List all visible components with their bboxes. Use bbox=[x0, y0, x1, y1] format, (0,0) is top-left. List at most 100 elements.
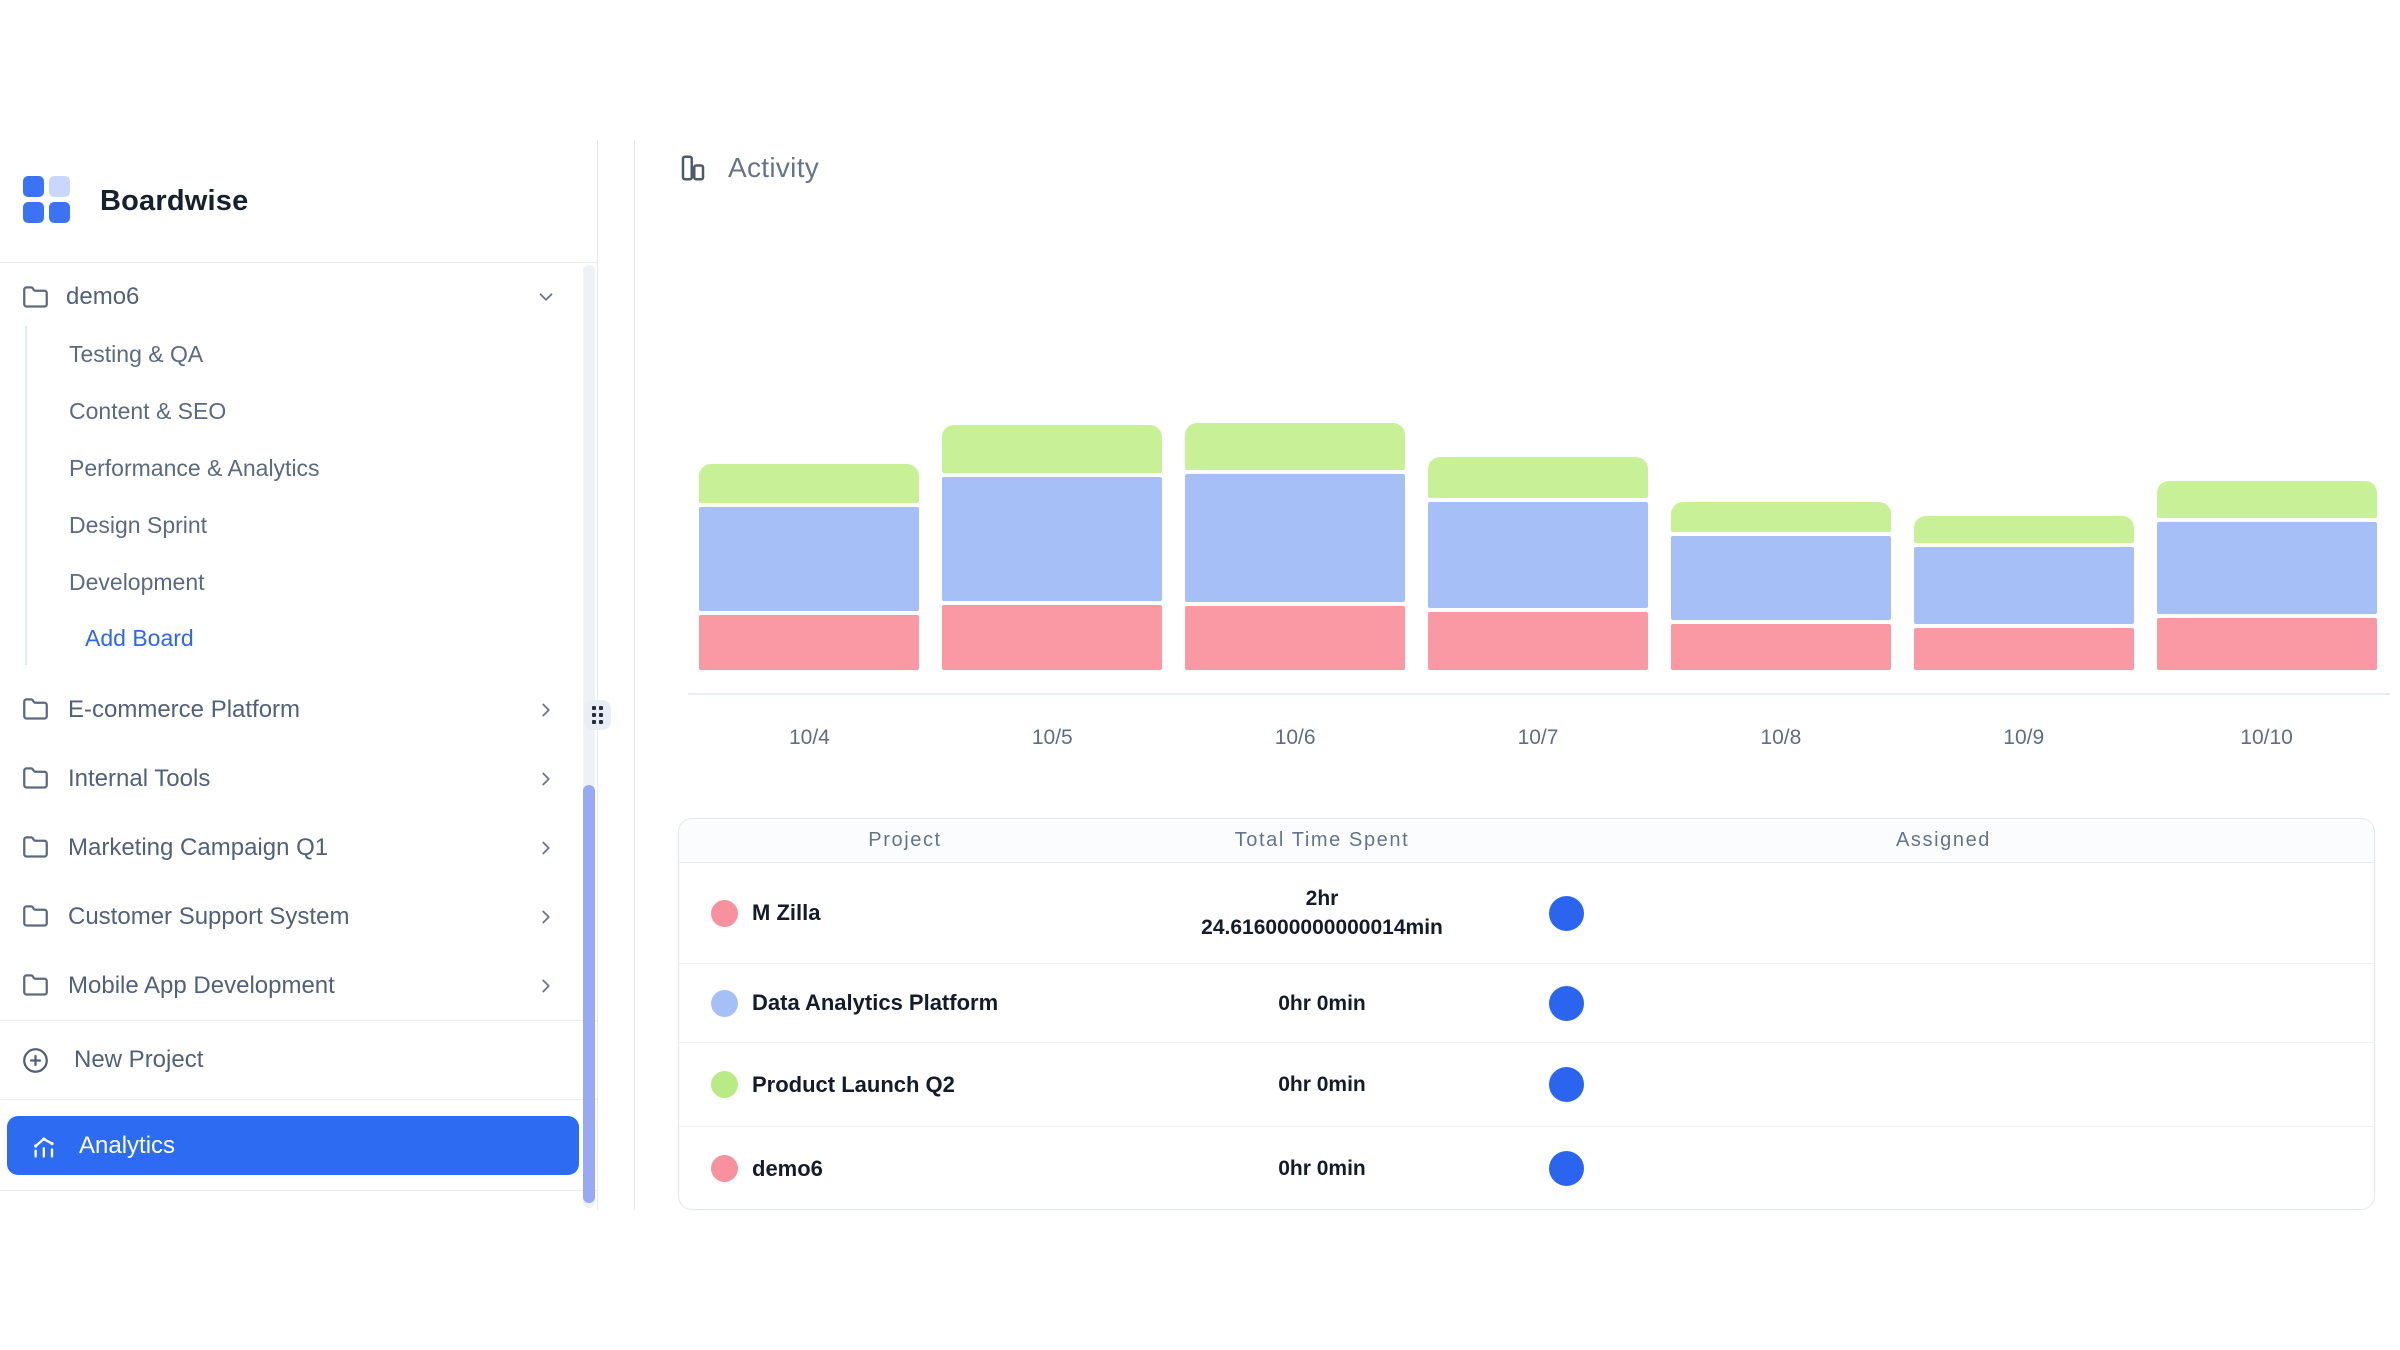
bar-segment bbox=[1428, 612, 1648, 670]
sidebar-board-item[interactable]: Development bbox=[27, 554, 597, 611]
project-label: Marketing Campaign Q1 bbox=[68, 833, 329, 861]
stacked-bar[interactable] bbox=[1670, 502, 1891, 670]
sidebar-project-item[interactable]: Mobile App Development bbox=[0, 951, 597, 1020]
x-axis-tick-label: 10/10 bbox=[2240, 726, 2293, 749]
sidebar-scrollbar-track[interactable] bbox=[583, 265, 595, 1208]
project-label: Mobile App Development bbox=[68, 971, 335, 999]
bar-segment bbox=[1185, 474, 1406, 602]
table-row[interactable]: Product Launch Q2 0hr 0min bbox=[679, 1042, 2374, 1126]
sidebar-project-item[interactable]: E-commerce Platform bbox=[0, 675, 597, 744]
x-axis-tick-label: 10/7 bbox=[1517, 726, 1559, 749]
stacked-bar[interactable] bbox=[2156, 481, 2377, 670]
project-name: M Zilla bbox=[752, 900, 821, 925]
new-project-button[interactable]: New Project bbox=[0, 1021, 597, 1099]
project-label: Customer Support System bbox=[68, 902, 350, 930]
project-cell: demo6 bbox=[679, 1155, 1131, 1182]
bar-segment bbox=[1913, 547, 2134, 624]
column-header-project: Project bbox=[868, 829, 942, 851]
table-row[interactable]: demo6 0hr 0min bbox=[679, 1126, 2374, 1209]
active-project-label: demo6 bbox=[66, 283, 140, 310]
sidebar-project-item[interactable]: Customer Support System bbox=[0, 882, 597, 951]
sidebar-project-item[interactable]: Marketing Campaign Q1 bbox=[0, 813, 597, 882]
stacked-bar[interactable] bbox=[1913, 516, 2134, 670]
column-header-total-time: Total Time Spent bbox=[1234, 829, 1410, 851]
bar-segment bbox=[1913, 628, 2134, 670]
page-title: Activity bbox=[728, 152, 820, 183]
sidebar-board-item[interactable]: Content & SEO bbox=[27, 383, 597, 440]
chart-bar-slot bbox=[1417, 410, 1660, 670]
project-cell: Product Launch Q2 bbox=[679, 1071, 1131, 1098]
x-axis-tick-label: 10/4 bbox=[788, 726, 830, 749]
table-body: M Zilla 2hr 24.616000000000014min Data An… bbox=[679, 863, 2374, 1209]
logo-square bbox=[23, 176, 44, 197]
new-project-label: New Project bbox=[74, 1046, 204, 1073]
grip-dot bbox=[592, 720, 596, 724]
stacked-bar[interactable] bbox=[1185, 423, 1406, 670]
bar-segment bbox=[1670, 624, 1891, 670]
add-board-button[interactable]: Add Board bbox=[27, 611, 597, 665]
stacked-bar[interactable] bbox=[699, 464, 920, 670]
sidebar-board-item[interactable]: Design Sprint bbox=[27, 497, 597, 554]
sidebar-project-item[interactable]: Internal Tools bbox=[0, 744, 597, 813]
grip-dot bbox=[599, 706, 603, 710]
chart-bar-slot bbox=[931, 410, 1174, 670]
project-name: Product Launch Q2 bbox=[752, 1071, 955, 1097]
bar-segment bbox=[1913, 516, 2134, 543]
project-label: E-commerce Platform bbox=[68, 695, 301, 723]
sidebar-board-item[interactable]: Performance & Analytics bbox=[27, 440, 597, 497]
logo-header: Boardwise bbox=[0, 140, 597, 263]
folder-icon bbox=[22, 903, 49, 930]
folder-icon bbox=[22, 696, 49, 723]
board-label: Development bbox=[69, 569, 205, 595]
activity-stacked-bar-chart bbox=[688, 410, 2388, 670]
stacked-bar[interactable] bbox=[942, 425, 1163, 670]
bar-segment bbox=[2156, 481, 2377, 518]
sidebar-item-demo6[interactable]: demo6 bbox=[0, 272, 597, 322]
bar-segment bbox=[1428, 502, 1648, 608]
sidebar-resize-grip-icon[interactable] bbox=[584, 700, 611, 730]
project-color-dot bbox=[711, 1155, 738, 1182]
assigned-cell bbox=[1513, 1067, 2374, 1102]
board-list: Testing & QA Content & SEO Performance &… bbox=[25, 326, 597, 665]
x-axis-tick-label: 10/5 bbox=[1031, 726, 1073, 749]
assignee-avatar[interactable] bbox=[1549, 1067, 1584, 1102]
stacked-bar[interactable] bbox=[1428, 457, 1648, 670]
time-spent-cell: 0hr 0min bbox=[1131, 1070, 1513, 1099]
folder-icon bbox=[22, 834, 49, 861]
analytics-chart-icon bbox=[31, 1132, 59, 1160]
analytics-button[interactable]: Analytics bbox=[7, 1116, 579, 1175]
chevron-right-icon bbox=[535, 837, 557, 859]
table-row[interactable]: Data Analytics Platform 0hr 0min bbox=[679, 963, 2374, 1042]
bar-segment bbox=[2156, 618, 2377, 670]
brand-name: Boardwise bbox=[100, 185, 249, 217]
table-header-row: Project Total Time Spent Assigned bbox=[679, 819, 2374, 863]
time-spent-cell: 2hr 24.616000000000014min bbox=[1131, 884, 1513, 942]
assignee-avatar[interactable] bbox=[1549, 1151, 1584, 1186]
sidebar-divider bbox=[0, 1099, 597, 1100]
bar-segment bbox=[699, 615, 920, 670]
table-row[interactable]: M Zilla 2hr 24.616000000000014min bbox=[679, 863, 2374, 963]
sidebar: Boardwise demo6 Testing & QA Content & S… bbox=[0, 140, 598, 1210]
project-color-dot bbox=[711, 1071, 738, 1098]
time-spent-value: 0hr 0min bbox=[1278, 991, 1366, 1015]
column-header-assigned: Assigned bbox=[1895, 829, 1992, 851]
bar-segment bbox=[942, 605, 1163, 670]
time-spent-value: 0hr 0min bbox=[1278, 1157, 1366, 1180]
chevron-down-icon bbox=[535, 286, 557, 308]
chart-x-axis-line bbox=[688, 693, 2390, 695]
time-spent-cell: 0hr 0min bbox=[1131, 1154, 1513, 1183]
project-cell: Data Analytics Platform bbox=[679, 989, 1131, 1017]
bar-chart-icon bbox=[678, 153, 708, 183]
sidebar-board-item[interactable]: Testing & QA bbox=[27, 326, 597, 383]
project-cell: M Zilla bbox=[679, 899, 1131, 927]
time-spent-cell: 0hr 0min bbox=[1131, 989, 1513, 1018]
assigned-cell bbox=[1513, 895, 2374, 931]
sidebar-scrollbar-thumb[interactable] bbox=[583, 785, 595, 1203]
assignee-avatar[interactable] bbox=[1549, 985, 1584, 1021]
grip-dot bbox=[599, 720, 603, 724]
logo-square bbox=[49, 202, 70, 223]
bar-segment bbox=[1670, 536, 1891, 620]
x-axis-tick-label: 10/9 bbox=[2003, 726, 2045, 749]
bar-segment bbox=[699, 507, 920, 611]
assignee-avatar[interactable] bbox=[1549, 895, 1584, 931]
